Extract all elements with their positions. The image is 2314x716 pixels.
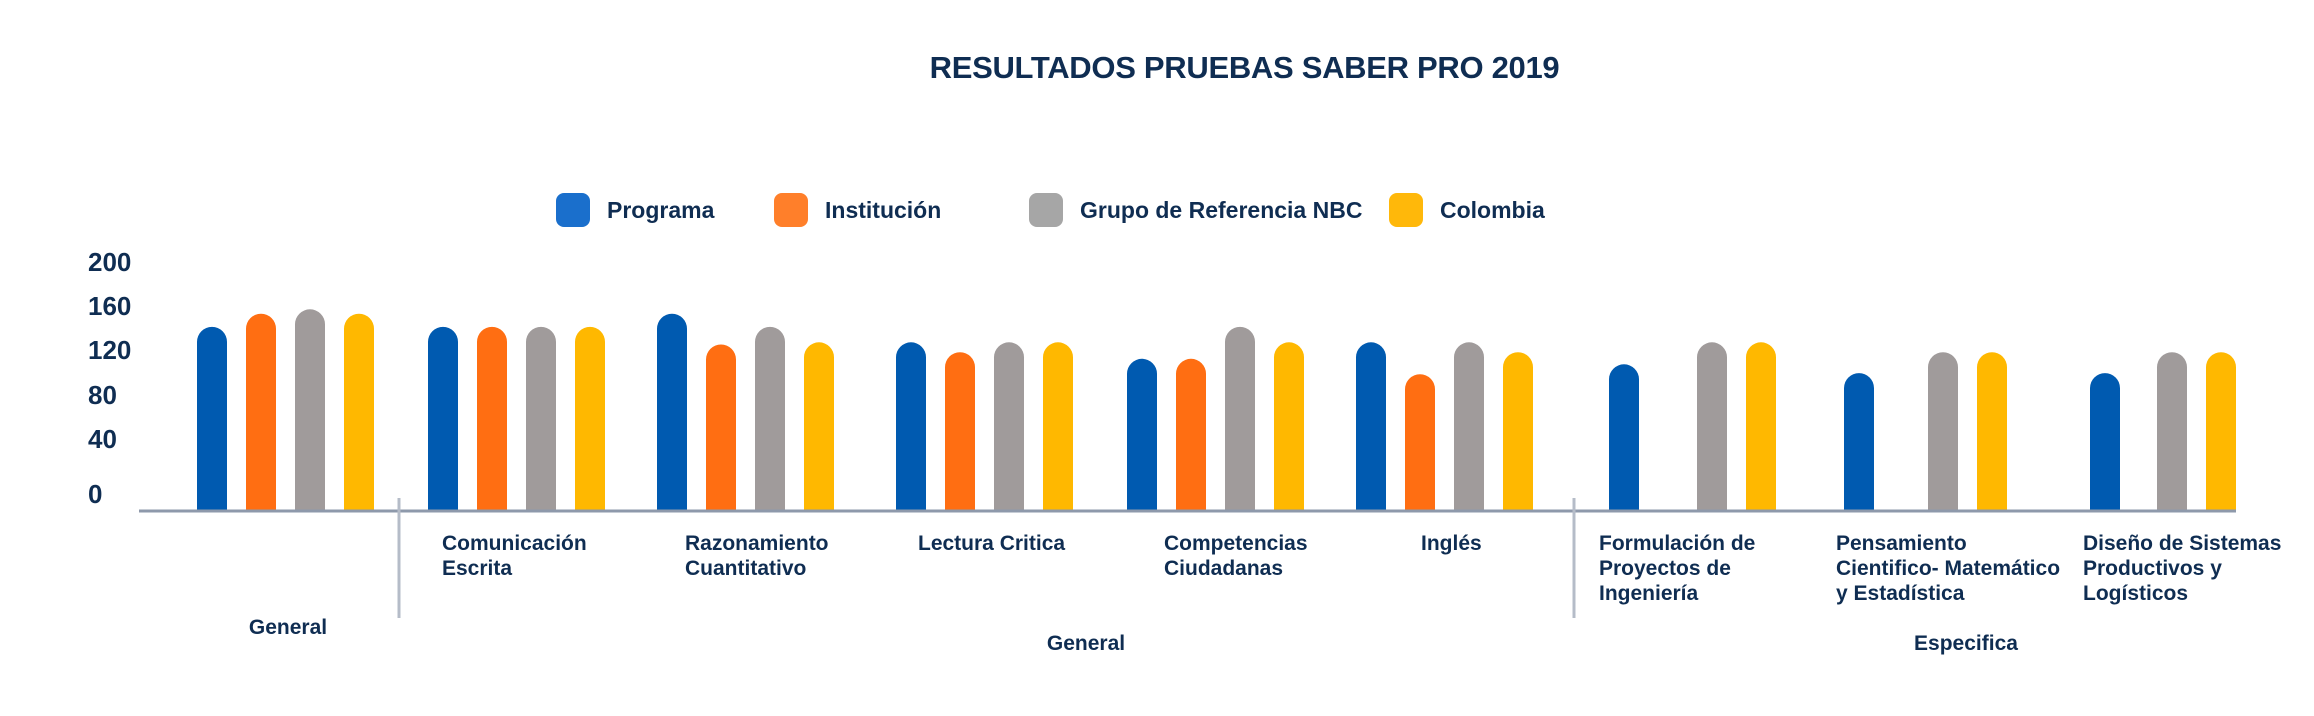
group-label-general-overall: General [248,616,328,639]
bar-colombia-3 [1043,342,1073,510]
bar-programa-6 [1609,364,1639,510]
bar-colombia-8 [2206,352,2236,510]
category-label-pensamiento-cientifico: Pensamiento Cientifico- Matemático y Est… [1836,532,2061,605]
bar-instituci-n-4 [1176,358,1206,510]
legend-swatch-grupo-referencia [1029,193,1063,227]
bar-grupo-de-referencia-nbc-5 [1454,342,1484,510]
bar-programa-7 [1844,373,1874,510]
y-tick-label: 120 [88,335,132,365]
bar-colombia-7 [1977,352,2007,510]
bar-grupo-de-referencia-nbc-1 [526,326,556,510]
bar-programa-1 [428,326,458,510]
y-tick-label: 40 [88,424,117,454]
chart-title: RESULTADOS PRUEBAS SABER PRO 2019 [0,50,2314,86]
bar-programa-3 [896,342,926,510]
bar-colombia-4 [1274,342,1304,510]
legend-swatch-institucion [774,193,808,227]
bar-programa-0 [197,326,227,510]
bar-grupo-de-referencia-nbc-7 [1928,352,1958,510]
bar-instituci-n-3 [945,352,975,510]
legend-item-grupo-referencia: Grupo de Referencia NBC [1029,193,1362,227]
legend-swatch-colombia [1389,193,1423,227]
bar-colombia-1 [575,326,605,510]
y-tick-label: 80 [88,380,117,410]
bar-colombia-2 [804,342,834,510]
bar-instituci-n-0 [246,313,276,510]
category-label-competencias-ciudadanas: Competencias Ciudadanas [1164,532,1308,580]
bar-programa-4 [1127,358,1157,510]
bar-grupo-de-referencia-nbc-0 [295,309,325,510]
y-tick-label: 200 [88,247,132,277]
legend-label-colombia: Colombia [1440,196,1545,223]
legend-swatch-programa [556,193,590,227]
legend-item-colombia: Colombia [1389,193,1545,227]
bar-grupo-de-referencia-nbc-4 [1225,326,1255,510]
legend-item-institucion: Institución [774,193,941,227]
bar-programa-5 [1356,342,1386,510]
bar-colombia-5 [1503,352,1533,510]
y-tick-label: 0 [88,479,103,509]
category-label-diseno-sistemas: Diseño de Sistemas Productivos y Logísti… [2083,532,2282,605]
chart-title-text: RESULTADOS PRUEBAS SABER PRO 2019 [929,50,1560,85]
legend-label-grupo-referencia: Grupo de Referencia NBC [1080,196,1363,223]
legend-label-institucion: Institución [825,196,942,223]
bar-colombia-0 [344,313,374,510]
bar-programa-2 [657,313,687,510]
category-label-ingles: Inglés [1421,532,1482,555]
category-label-formulacion-proyectos: Formulación de Proyectos de Ingeniería [1599,532,1756,605]
group-label-general: General [1046,632,1126,655]
legend-label-programa: Programa [607,196,715,223]
bar-grupo-de-referencia-nbc-8 [2157,352,2187,510]
bar-instituci-n-5 [1405,374,1435,510]
bar-programa-8 [2090,373,2120,510]
legend-item-programa: Programa [556,193,714,227]
y-tick-label: 160 [88,291,132,321]
bars-layer [197,309,2236,510]
bar-instituci-n-1 [477,326,508,510]
bar-instituci-n-2 [706,344,736,510]
category-label-lectura-critica: Lectura Critica [918,532,1066,555]
bar-grupo-de-referencia-nbc-6 [1697,342,1727,510]
group-label-especifica: Especifica [1914,632,2018,655]
bar-grupo-de-referencia-nbc-2 [755,326,785,510]
category-label-comunicacion-escrita: Comunicación Escrita [442,532,587,580]
category-label-razonamiento-cuantitativo: Razonamiento Cuantitativo [685,532,829,580]
bar-colombia-6 [1746,342,1776,510]
bar-grupo-de-referencia-nbc-3 [994,342,1024,510]
